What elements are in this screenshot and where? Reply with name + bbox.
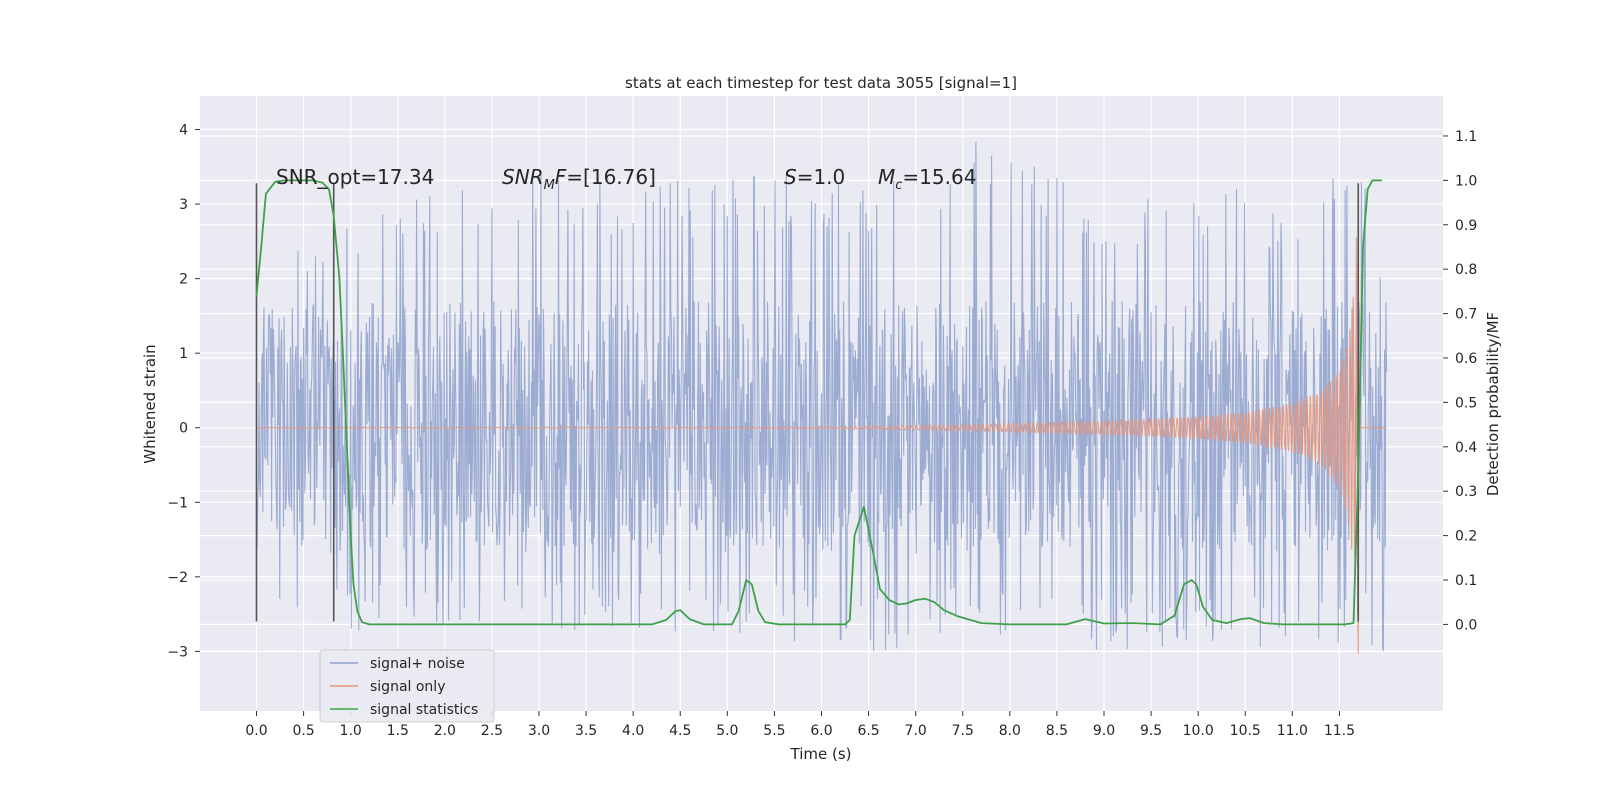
signal-only-line (256, 237, 1387, 655)
y-tick-label: −2 (167, 570, 188, 586)
x-tick-label: 1.5 (387, 723, 409, 739)
chart-title: stats at each timestep for test data 305… (625, 74, 1017, 92)
y2-tick-label: 0.9 (1455, 218, 1477, 234)
y2-tick-label: 0.0 (1455, 617, 1477, 633)
x-tick-label: 5.5 (763, 723, 785, 739)
x-tick-label: 3.0 (528, 723, 550, 739)
y2-tick-label: 1.0 (1455, 173, 1477, 189)
x-tick-label: 4.5 (669, 723, 691, 739)
y2-tick-label: 0.4 (1455, 440, 1477, 456)
x-axis-label: Time (s) (790, 745, 852, 763)
x-tick-label: 6.5 (857, 723, 879, 739)
annotation-mc: Mc=15.64 (878, 165, 976, 193)
annotation-mc-symbol: M (878, 165, 895, 189)
y2-tick-label: 0.5 (1455, 395, 1477, 411)
x-tick-label: 10.0 (1183, 723, 1214, 739)
annotation-s: S=1.0 (784, 165, 845, 189)
annotation-snr-mf: SNRMF=[16.76] (502, 165, 656, 193)
vertical-markers (255, 183, 1360, 622)
y2-axis-label: Detection probability/MF (1484, 312, 1502, 496)
y-tick-label: 1 (179, 346, 188, 362)
x-tick-label: 9.5 (1140, 723, 1162, 739)
annotation-snr-mf-sub: M (544, 178, 555, 193)
annotation-snr-mf-prefix: SNR (502, 165, 544, 189)
legend-label-signal-noise: signal+ noise (370, 656, 465, 672)
y-tick-label: −3 (167, 644, 188, 660)
x-tick-label: 2.5 (481, 723, 503, 739)
annotation-mc-value: =15.64 (902, 165, 976, 189)
y2-tick-label: 0.8 (1455, 262, 1477, 278)
x-tick-label: 11.0 (1277, 723, 1308, 739)
x-tick-label: 8.0 (999, 723, 1021, 739)
signal-noise-series (255, 141, 1388, 652)
x-tick-label: 0.5 (292, 723, 314, 739)
x-tick-label: 8.5 (1046, 723, 1068, 739)
x-tick-label: 7.5 (952, 723, 974, 739)
legend: signal+ noise signal only signal statist… (319, 649, 495, 723)
y2-tick-label: 0.3 (1455, 484, 1477, 500)
x-tick-label: 9.0 (1093, 723, 1115, 739)
annotation-s-value: =1.0 (797, 165, 846, 189)
legend-label-signal-only: signal only (370, 679, 445, 695)
legend-label-signal-statistics: signal statistics (370, 702, 478, 718)
y-tick-label: −1 (167, 495, 188, 511)
y2-tick-label: 0.1 (1455, 573, 1477, 589)
legend-box (319, 649, 495, 723)
y-tick-label: 3 (179, 197, 188, 213)
y2-axis-ticks: 0.0 0.1 0.2 0.3 0.4 0.5 0.6 0.7 0.8 0.9 1.0 1.1 (1443, 129, 1477, 633)
x-tick-label: 6.0 (810, 723, 832, 739)
x-tick-label: 11.5 (1324, 723, 1355, 739)
annotation-snr-opt: SNR_opt=17.34 (276, 165, 434, 189)
x-tick-label: 7.0 (905, 723, 927, 739)
y-tick-label: 2 (179, 272, 188, 288)
y-tick-label: 4 (179, 123, 188, 139)
x-tick-label: 5.0 (716, 723, 738, 739)
signal-noise-line (255, 141, 1388, 652)
annotation-s-symbol: S (784, 165, 797, 189)
annotation-snr-mf-value: =[16.76] (566, 165, 656, 189)
y2-tick-label: 0.6 (1455, 351, 1477, 367)
x-tick-label: 4.0 (622, 723, 644, 739)
x-tick-label: 1.0 (340, 723, 362, 739)
signal-statistics-series (255, 179, 1382, 626)
x-tick-label: 10.5 (1230, 723, 1261, 739)
y2-tick-label: 0.2 (1455, 529, 1477, 545)
x-tick-label: 0.0 (245, 723, 267, 739)
y-tick-label: 0 (179, 421, 188, 437)
x-axis-ticks: 0.0 0.5 1.0 1.5 2.0 2.5 3.0 3.5 4.0 4.5 5.0 5.5 6.0 6… (245, 711, 1355, 739)
annotation-mc-sub: c (895, 178, 902, 193)
y-axis-label: Whitened strain (141, 344, 159, 463)
signal-statistics-line (255, 179, 1382, 626)
x-tick-label: 3.5 (575, 723, 597, 739)
annotation-snr-mf-f: F (555, 165, 567, 189)
y2-tick-label: 1.1 (1455, 129, 1477, 145)
signal-only-series (256, 237, 1387, 655)
y-axis-ticks: −3 −2 −1 0 1 2 3 4 (167, 123, 200, 660)
x-tick-label: 2.0 (434, 723, 456, 739)
y2-tick-label: 0.7 (1455, 307, 1477, 323)
